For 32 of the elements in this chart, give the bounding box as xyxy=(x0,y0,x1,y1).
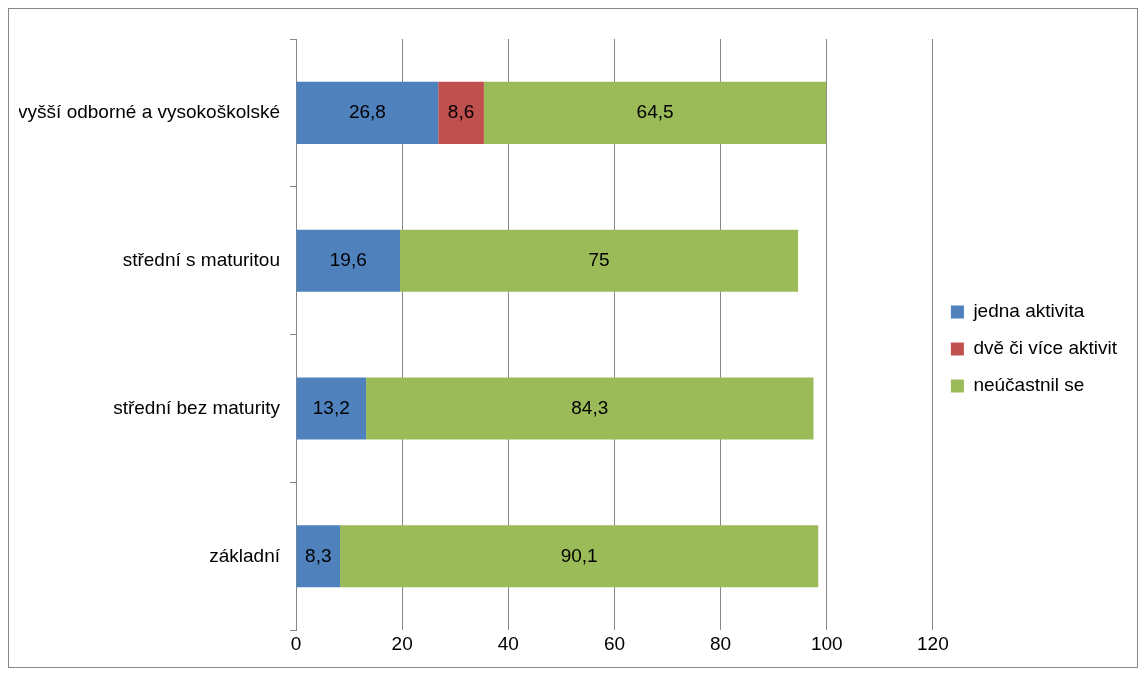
y-tick-label: střední bez maturity xyxy=(113,396,281,418)
bar xyxy=(400,229,799,292)
x-tick-label: 0 xyxy=(290,632,302,654)
x-tick-label: 20 xyxy=(391,632,413,654)
data-label: 13,2 xyxy=(312,396,350,418)
bar xyxy=(296,81,439,144)
data-label: 75 xyxy=(588,248,610,270)
y-tick-label: vyšší odborné a vysokoškolské xyxy=(18,101,280,123)
legend-label: jedna aktivita xyxy=(972,300,1085,322)
legend-label: dvě či více aktivit xyxy=(973,337,1118,359)
bar xyxy=(483,81,827,144)
bar xyxy=(296,525,341,588)
y-tick-label: střední s maturitou xyxy=(122,248,280,270)
data-label: 84,3 xyxy=(571,396,609,418)
y-tick-label: základní xyxy=(209,544,281,566)
data-label: 8,3 xyxy=(305,544,332,566)
data-label: 19,6 xyxy=(329,248,367,270)
data-label: 64,5 xyxy=(636,101,674,123)
data-label: 26,8 xyxy=(348,101,386,123)
data-label: 8,6 xyxy=(447,101,475,123)
x-tick-label: 120 xyxy=(917,632,949,654)
x-tick-label: 40 xyxy=(497,632,519,654)
x-tick-label: 60 xyxy=(603,632,626,654)
x-tick-label: 100 xyxy=(810,632,843,654)
legend-label: neúčastnil se xyxy=(973,374,1085,396)
x-tick-label: 80 xyxy=(710,632,732,654)
bar xyxy=(296,229,401,292)
bar xyxy=(296,377,367,440)
bar xyxy=(340,525,819,588)
data-label: 90,1 xyxy=(560,544,598,566)
bar xyxy=(366,377,814,440)
bar xyxy=(438,81,484,144)
